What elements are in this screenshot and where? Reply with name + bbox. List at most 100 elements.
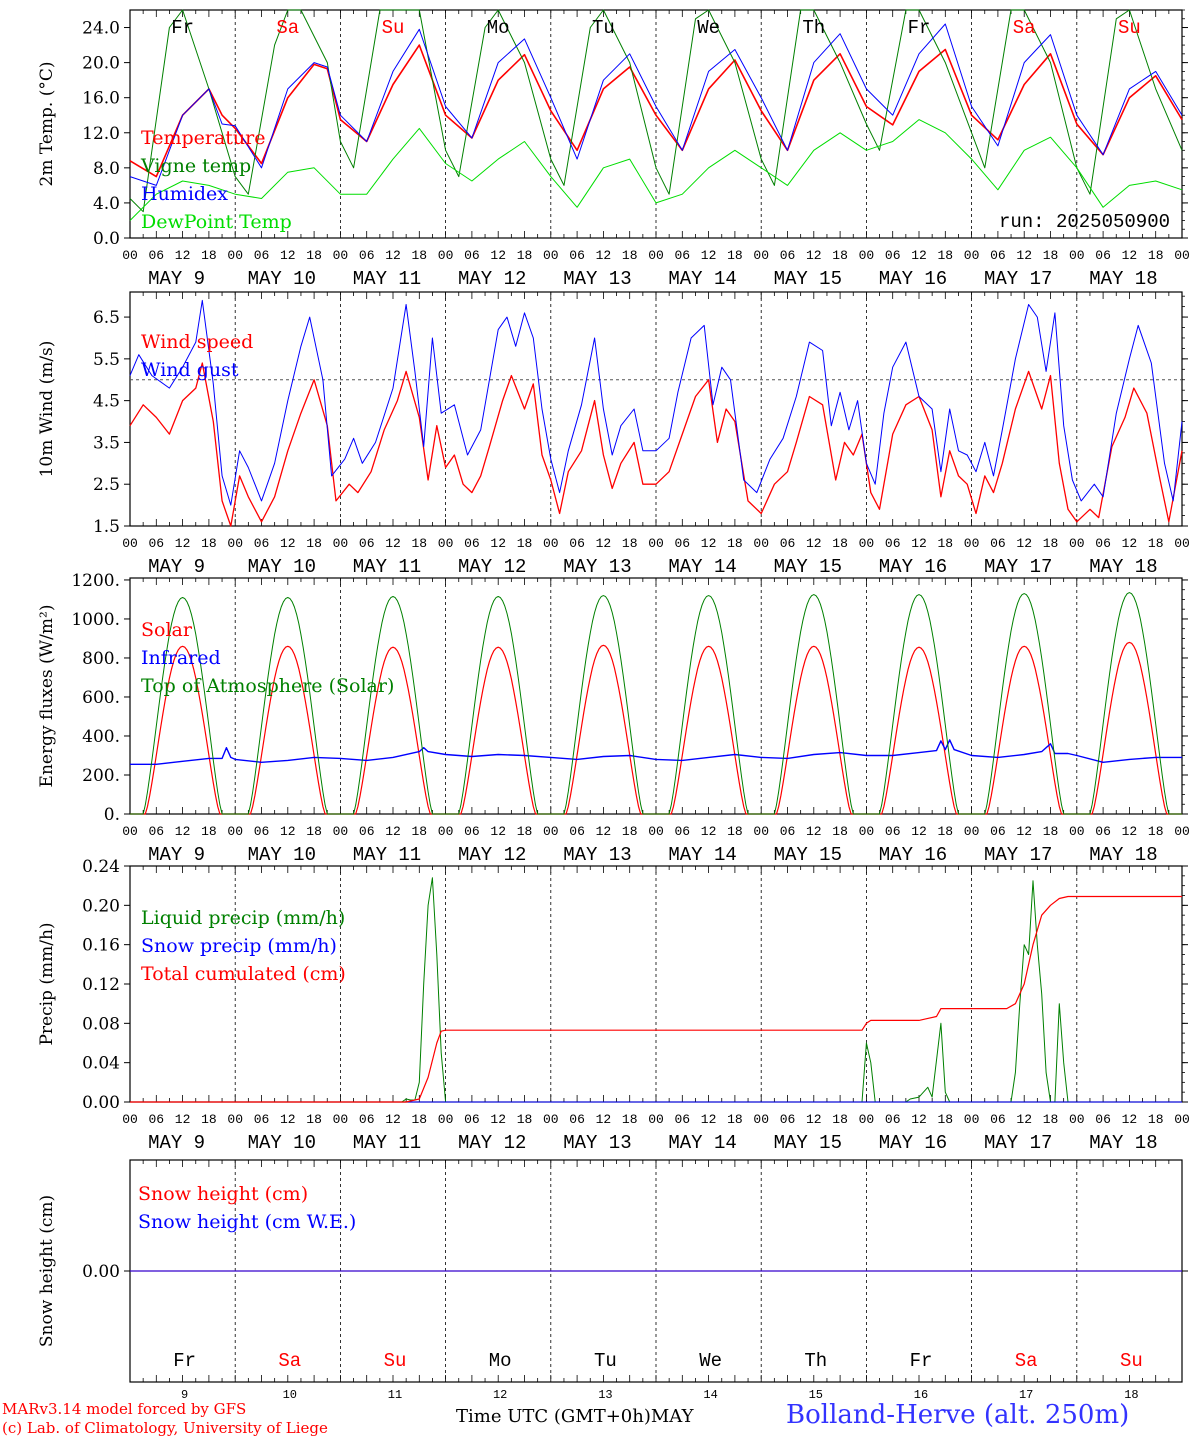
hour-label: 06 [569,536,585,551]
hour-label: 06 [148,248,164,263]
hour-label: 00 [859,536,875,551]
hour-label: 00 [122,1112,138,1127]
hour-label: 18 [411,824,427,839]
hour-label: 06 [464,248,480,263]
day-number-label: 11 [388,1388,402,1402]
hour-label: 18 [937,536,953,551]
model-credit-line2: (c) Lab. of Climatology, University of L… [2,1419,328,1437]
y-tick-label: 24.0 [82,19,120,39]
hour-label: 06 [359,1112,375,1127]
date-label: MAY 12 [458,556,526,578]
y-tick-label: 0. [104,805,120,825]
month-label: MAY [650,1406,694,1427]
hour-label: 12 [385,536,401,551]
date-label: MAY 18 [1089,556,1157,578]
hour-label: 00 [859,1112,875,1127]
weekday-label-top: We [697,17,720,39]
hour-label: 12 [1122,824,1138,839]
y-tick-label: 1000. [71,610,120,630]
hour-label: 06 [148,536,164,551]
y-tick-label: 800. [82,649,120,669]
day-number-label: 15 [809,1388,823,1402]
legend-item: Snow height (cm W.E.) [138,1211,356,1233]
date-label: MAY 11 [353,1132,421,1154]
hour-label: 18 [622,536,638,551]
date-label: MAY 11 [353,268,421,290]
weekday-label-bottom: Mo [489,1350,512,1372]
run-label: run: 2025050900 [999,211,1170,233]
weekday-label-top: Sa [1013,17,1036,39]
weekday-label-top: Mo [487,17,510,39]
hour-label: 18 [201,536,217,551]
hour-label: 06 [990,248,1006,263]
date-label: MAY 18 [1089,844,1157,866]
date-label: MAY 15 [774,556,842,578]
hour-label: 12 [175,824,191,839]
hour-label: 12 [175,1112,191,1127]
hour-label: 06 [569,1112,585,1127]
weekday-label-top: Sa [276,17,299,39]
date-label: MAY 12 [458,844,526,866]
series-line-total-cumulated-cm [130,895,1182,1103]
legend-item: Snow precip (mm/h) [141,935,337,957]
weekday-label-top: Fr [171,17,194,39]
y-tick-label: 12.0 [82,124,120,144]
y-tick-label: 4.0 [93,194,120,214]
hour-label: 12 [280,536,296,551]
hour-label: 12 [596,824,612,839]
hour-label: 12 [175,536,191,551]
hour-label: 06 [359,536,375,551]
hour-label: 18 [622,824,638,839]
hour-label: 00 [333,536,349,551]
hour-label: 12 [1122,248,1138,263]
day-number-label: 16 [914,1388,928,1402]
hour-label: 00 [1174,824,1190,839]
hour-label: 12 [911,824,927,839]
hour-label: 18 [727,248,743,263]
date-label: MAY 14 [668,268,736,290]
hour-label: 18 [1043,248,1059,263]
hour-label: 18 [727,1112,743,1127]
hour-label: 18 [622,248,638,263]
hour-label: 00 [964,1112,980,1127]
hour-label: 00 [859,248,875,263]
y-tick-label: 0.08 [82,1014,120,1034]
hour-label: 00 [227,824,243,839]
legend-item: Solar [141,619,193,641]
hour-label: 06 [1095,1112,1111,1127]
legend-item: Top of Atmosphere (Solar) [141,675,394,697]
hour-label: 00 [1174,1112,1190,1127]
hour-label: 00 [333,824,349,839]
y-tick-label: 20.0 [82,54,120,74]
hour-label: 00 [964,536,980,551]
date-label: MAY 15 [774,268,842,290]
hour-label: 12 [1016,1112,1032,1127]
hour-label: 12 [385,1112,401,1127]
hour-label: 06 [990,536,1006,551]
date-label: MAY 9 [148,1132,205,1154]
hour-label: 00 [543,248,559,263]
date-label: MAY 11 [353,844,421,866]
y-tick-label: 600. [82,688,120,708]
series-line-humidex [129,23,1183,186]
hour-label: 06 [674,536,690,551]
y-tick-label: 0.04 [82,1054,120,1074]
hour-label: 18 [832,824,848,839]
series-line-temperature [129,44,1183,178]
hour-label: 18 [727,824,743,839]
y-tick-label: 4.5 [93,392,120,412]
hour-label: 12 [385,824,401,839]
hour-label: 00 [648,536,664,551]
hour-label: 12 [596,536,612,551]
weekday-label-top: Tu [592,17,615,39]
hour-label: 06 [885,1112,901,1127]
weekday-label-bottom: Su [384,1350,407,1372]
hour-label: 00 [333,1112,349,1127]
hour-label: 06 [780,248,796,263]
hour-label: 18 [937,248,953,263]
day-number-label: 18 [1124,1388,1138,1402]
hour-label: 18 [937,824,953,839]
hour-label: 06 [990,824,1006,839]
date-label: MAY 11 [353,556,421,578]
weekday-label-bottom: Sa [1015,1350,1038,1372]
